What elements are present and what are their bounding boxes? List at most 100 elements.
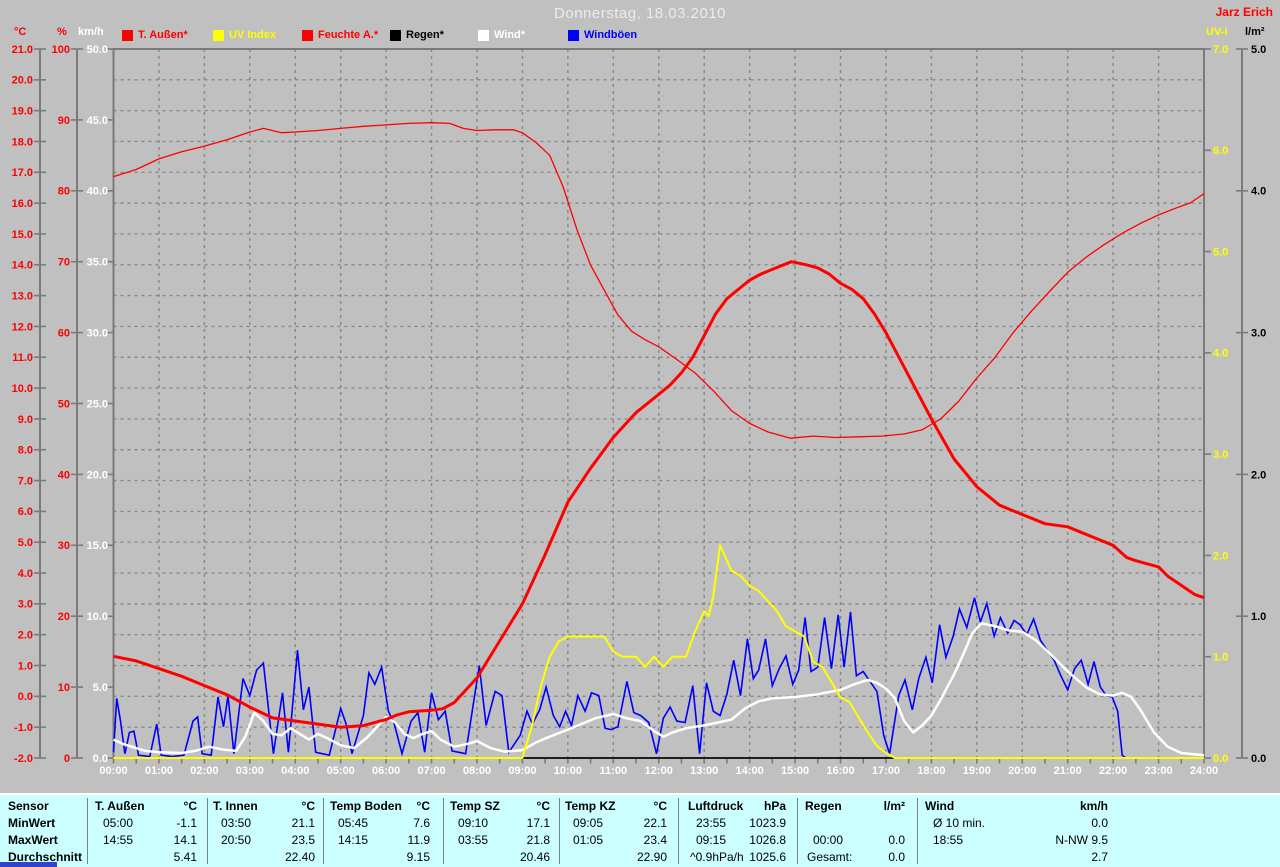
table-max-time: 14:15 bbox=[338, 833, 369, 847]
svg-text:24:00: 24:00 bbox=[1190, 765, 1218, 777]
table-min-time: 09:10 bbox=[458, 816, 489, 830]
legend-label: Feuchte A.* bbox=[318, 29, 379, 41]
svg-text:6.0: 6.0 bbox=[18, 506, 33, 518]
table-max-time: 20:50 bbox=[221, 833, 252, 847]
axis-uv: 7.0 6.0 5.0 4.0 3.0 2.0 1.0 0.0 bbox=[1204, 44, 1228, 765]
svg-text:11:00: 11:00 bbox=[600, 765, 628, 777]
svg-text:40.0: 40.0 bbox=[87, 186, 108, 198]
svg-text:3.0: 3.0 bbox=[1251, 327, 1266, 339]
table-max-time: 03:55 bbox=[458, 833, 489, 847]
svg-text:00:00: 00:00 bbox=[99, 765, 127, 777]
table-column-header: Temp Boden bbox=[330, 799, 402, 813]
svg-text:20: 20 bbox=[58, 611, 70, 623]
svg-text:25.0: 25.0 bbox=[87, 398, 108, 410]
table-max-value: 14.1 bbox=[173, 833, 197, 847]
svg-text:17.0: 17.0 bbox=[12, 167, 33, 179]
svg-text:0.0: 0.0 bbox=[93, 753, 108, 765]
table-max-time: 18:55 bbox=[933, 833, 964, 847]
table-min-value: -1.1 bbox=[176, 816, 197, 830]
axis-unit-uv: UV-I bbox=[1206, 26, 1228, 38]
svg-text:-1.0: -1.0 bbox=[14, 722, 33, 734]
svg-text:1.0: 1.0 bbox=[1213, 652, 1228, 664]
table-separator bbox=[323, 798, 324, 864]
table-column-unit: km/h bbox=[1079, 799, 1108, 813]
svg-text:6.0: 6.0 bbox=[1213, 145, 1228, 157]
regen-swatch-icon bbox=[390, 29, 401, 41]
table-separator bbox=[207, 798, 208, 864]
svg-text:70: 70 bbox=[58, 257, 70, 269]
table-column-unit: °C bbox=[653, 799, 667, 813]
table-min-value: 0.0 bbox=[1091, 816, 1108, 830]
svg-text:05:00: 05:00 bbox=[327, 765, 355, 777]
axis-celsius: 21.0 20.0 19.0 18.0 17.0 16.0 15.0 14.0 13.0 12.0… bbox=[12, 44, 46, 765]
series-uv_index bbox=[113, 544, 1204, 759]
svg-text:18:00: 18:00 bbox=[917, 765, 945, 777]
table-column-unit: °C bbox=[536, 799, 550, 813]
svg-text:5.0: 5.0 bbox=[18, 537, 33, 549]
svg-text:4.0: 4.0 bbox=[1213, 348, 1228, 360]
legend-label: Windböen bbox=[584, 29, 638, 41]
table-min-time: 05:45 bbox=[338, 816, 369, 830]
svg-text:03:00: 03:00 bbox=[236, 765, 264, 777]
table-min-time: 05:00 bbox=[103, 816, 134, 830]
table-max-value: 23.4 bbox=[643, 833, 667, 847]
svg-text:45.0: 45.0 bbox=[87, 115, 108, 127]
svg-text:5.0: 5.0 bbox=[93, 682, 108, 694]
axis-lm2: 5.0 4.0 3.0 2.0 1.0 0.0 bbox=[1236, 44, 1266, 765]
table-min-value: 7.6 bbox=[413, 816, 430, 830]
page-title: Donnerstag, 18.03.2010 bbox=[554, 5, 726, 22]
axis-kmh: 50.0 45.0 40.0 35.0 30.0 25.0 20.0 15.0 10.0 5.0 0… bbox=[87, 44, 114, 765]
svg-text:9.0: 9.0 bbox=[18, 414, 33, 426]
legend-item-t-aussen: T. Außen* bbox=[122, 29, 188, 41]
svg-text:16.0: 16.0 bbox=[12, 198, 33, 210]
table-column-header: Temp KZ bbox=[565, 799, 616, 813]
legend-item-regen: Regen* bbox=[390, 29, 444, 41]
table-column-unit: l/m² bbox=[883, 799, 905, 813]
table-avg-value: 20.46 bbox=[519, 850, 550, 864]
table-max-value: 11.9 bbox=[407, 833, 430, 847]
table-separator bbox=[917, 798, 918, 864]
table-avg-value: 0.0 bbox=[888, 850, 905, 864]
svg-text:20.0: 20.0 bbox=[12, 75, 33, 87]
table-min-time: Ø 10 min. bbox=[933, 816, 986, 830]
table-max-value: 0.0 bbox=[888, 833, 905, 847]
feuchte-swatch-icon bbox=[302, 29, 313, 41]
table-max-value: N-NW 9.5 bbox=[1055, 833, 1108, 847]
svg-text:21.0: 21.0 bbox=[12, 44, 33, 56]
table-max-time: 00:00 bbox=[813, 833, 844, 847]
svg-text:0.0: 0.0 bbox=[1251, 753, 1266, 765]
table-column-header: Regen bbox=[805, 799, 842, 813]
svg-text:2.0: 2.0 bbox=[1213, 550, 1228, 562]
x-axis: 00:00 01:00 02:00 03:00 04:00 05:00 06:00 07:00… bbox=[99, 758, 1218, 777]
svg-text:19.0: 19.0 bbox=[12, 106, 33, 118]
svg-text:15.0: 15.0 bbox=[87, 540, 108, 552]
table-separator bbox=[443, 798, 444, 864]
svg-text:60: 60 bbox=[58, 327, 70, 339]
svg-text:3.0: 3.0 bbox=[1213, 449, 1228, 461]
svg-text:13:00: 13:00 bbox=[690, 765, 718, 777]
svg-text:0.0: 0.0 bbox=[1213, 753, 1228, 765]
svg-text:08:00: 08:00 bbox=[463, 765, 491, 777]
table-separator bbox=[678, 798, 679, 864]
series-t_aussen bbox=[113, 260, 1205, 729]
svg-text:30: 30 bbox=[58, 540, 70, 552]
gridlines bbox=[113, 49, 1204, 758]
svg-text:8.0: 8.0 bbox=[18, 445, 33, 457]
svg-text:14:00: 14:00 bbox=[736, 765, 764, 777]
table-column-header: T. Innen bbox=[213, 799, 258, 813]
legend-item-uv-index: UV Index bbox=[213, 29, 276, 41]
svg-text:17:00: 17:00 bbox=[872, 765, 900, 777]
svg-text:07:00: 07:00 bbox=[417, 765, 445, 777]
series-windboeen bbox=[112, 597, 1204, 759]
svg-text:18.0: 18.0 bbox=[12, 136, 33, 148]
partial-row-highlight bbox=[0, 862, 57, 867]
weather-chart: 21.0 20.0 19.0 18.0 17.0 16.0 15.0 14.0 13.0 12.0… bbox=[12, 44, 1267, 777]
axis-unit-percent: % bbox=[57, 26, 67, 38]
svg-text:10: 10 bbox=[58, 682, 70, 694]
svg-text:5.0: 5.0 bbox=[1251, 44, 1266, 56]
svg-text:02:00: 02:00 bbox=[190, 765, 218, 777]
series-feuchte bbox=[113, 122, 1205, 439]
table-avg-label: ^0.9hPa/h bbox=[690, 850, 744, 864]
svg-text:50: 50 bbox=[58, 398, 70, 410]
